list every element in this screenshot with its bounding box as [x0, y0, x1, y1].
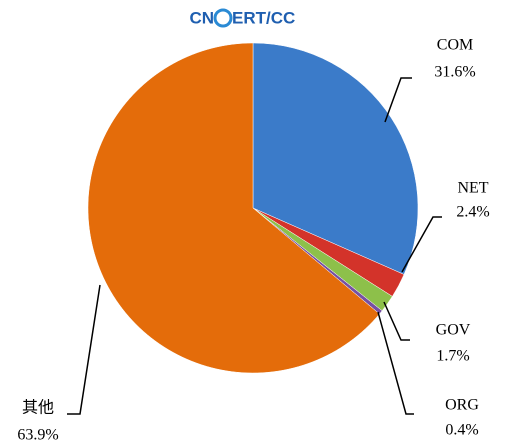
category-label: ORG — [445, 397, 479, 414]
value-label: 31.6% — [434, 64, 475, 81]
logo-text: ERT/CC — [232, 8, 295, 27]
leader-line — [384, 77, 412, 123]
category-label: COM — [437, 37, 473, 54]
pie — [87, 42, 419, 374]
leader-line — [383, 301, 410, 341]
pie-slice — [87, 42, 380, 374]
value-label: 2.4% — [456, 204, 489, 221]
value-label: 63.9% — [17, 427, 58, 444]
value-label: 0.4% — [445, 422, 478, 439]
logo-globe — [213, 8, 233, 28]
category-label: 其他 — [22, 399, 54, 417]
leader-line — [401, 216, 442, 273]
leader-line — [67, 284, 101, 415]
category-label: GOV — [436, 322, 471, 339]
logo-text: CN — [189, 8, 214, 27]
leader-line — [377, 311, 414, 415]
category-label: NET — [457, 180, 488, 197]
value-label: 1.7% — [436, 348, 469, 365]
pie-slice — [252, 42, 419, 275]
